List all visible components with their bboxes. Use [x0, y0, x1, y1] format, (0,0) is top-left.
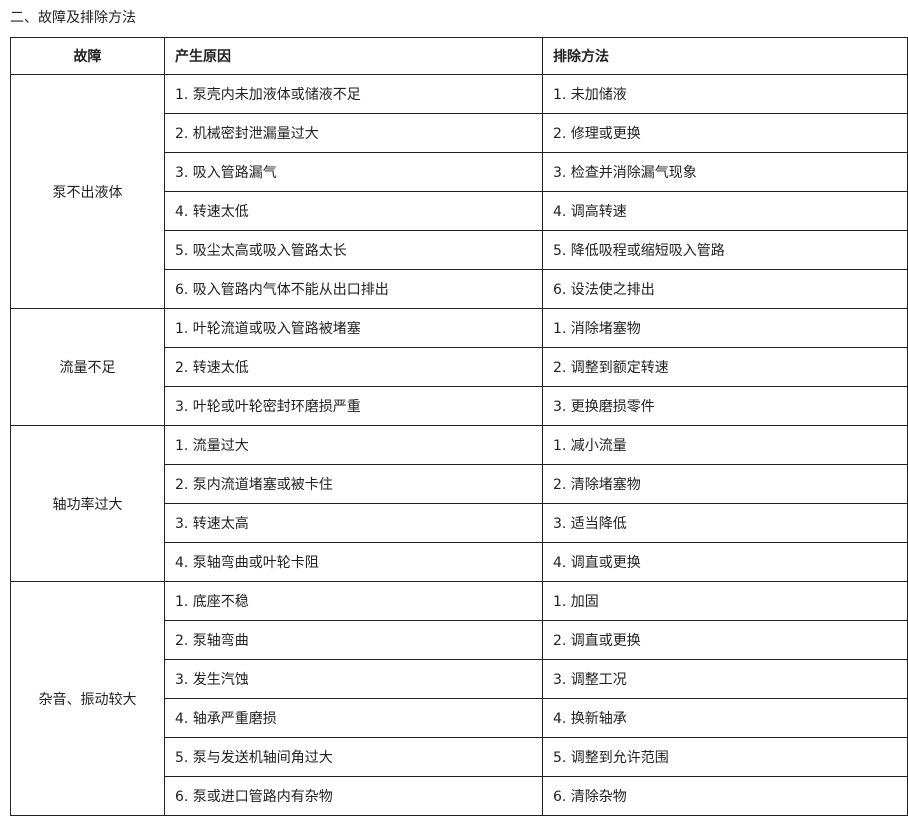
remedy-cell: 1. 加固 — [542, 581, 908, 621]
fault-cell: 流量不足 — [10, 308, 165, 426]
table-row: 3. 转速太高 3. 适当降低 — [11, 503, 908, 543]
table-row: 轴功率过大 1. 流量过大 1. 减小流量 — [10, 425, 908, 582]
cause-cell: 5. 泵与发送机轴间角过大 — [164, 737, 543, 777]
remedy-cell: 1. 减小流量 — [542, 425, 908, 465]
table-row: 3. 叶轮或叶轮密封环磨损严重 3. 更换磨损零件 — [11, 386, 908, 426]
table-row: 2. 机械密封泄漏量过大 2. 修理或更换 — [11, 113, 908, 153]
table-row: 流量不足 1. 叶轮流道或吸入管路被堵塞 1. 消除堵塞物 — [10, 308, 908, 426]
header-remedy: 排除方法 — [542, 37, 908, 75]
cause-cell: 6. 吸入管路内气体不能从出口排出 — [164, 269, 543, 309]
cause-cell: 2. 泵内流道堵塞或被卡住 — [164, 464, 543, 504]
table-row: 4. 转速太低 4. 调高转速 — [11, 191, 908, 231]
troubleshooting-table: 故障 产生原因 排除方法 泵不出液体 1. 泵壳内未加液体或储液不足 1. 未加储液… — [10, 37, 908, 816]
cause-cell: 3. 吸入管路漏气 — [164, 152, 543, 192]
cause-cell: 4. 泵轴弯曲或叶轮卡阻 — [164, 542, 543, 582]
cause-cell: 1. 叶轮流道或吸入管路被堵塞 — [164, 308, 543, 348]
table-row: 6. 泵或进口管路内有杂物 6. 清除杂物 — [11, 776, 908, 816]
header-row: 故障 产生原因 排除方法 — [10, 37, 908, 75]
table-row: 2. 泵轴弯曲 2. 调直或更换 — [11, 620, 908, 660]
cause-cell: 4. 转速太低 — [164, 191, 543, 231]
remedy-cell: 1. 未加储液 — [542, 74, 908, 114]
cause-cell: 3. 发生汽蚀 — [164, 659, 543, 699]
remedy-cell: 2. 调直或更换 — [542, 620, 908, 660]
remedy-cell: 2. 调整到额定转速 — [542, 347, 908, 387]
remedy-cell: 4. 调高转速 — [542, 191, 908, 231]
remedy-cell: 4. 调直或更换 — [542, 542, 908, 582]
table-row: 6. 吸入管路内气体不能从出口排出 6. 设法使之排出 — [11, 269, 908, 309]
header-cause: 产生原因 — [164, 37, 543, 75]
cause-cell: 4. 轴承严重磨损 — [164, 698, 543, 738]
header-fault: 故障 — [10, 37, 165, 75]
table-row: 4. 泵轴弯曲或叶轮卡阻 4. 调直或更换 — [11, 542, 908, 582]
cause-cell: 2. 泵轴弯曲 — [164, 620, 543, 660]
table-row: 杂音、振动较大 1. 底座不稳 1. 加固 — [10, 581, 908, 816]
cause-cell: 3. 叶轮或叶轮密封环磨损严重 — [164, 386, 543, 426]
fault-cell: 杂音、振动较大 — [10, 581, 165, 816]
cause-cell: 2. 转速太低 — [164, 347, 543, 387]
cause-cell: 1. 泵壳内未加液体或储液不足 — [164, 74, 543, 114]
remedy-cell: 6. 清除杂物 — [542, 776, 908, 816]
table-row: 泵不出液体 1. 泵壳内未加液体或储液不足 1. 未加储液 — [10, 74, 908, 309]
remedy-cell: 6. 设法使之排出 — [542, 269, 908, 309]
cause-cell: 6. 泵或进口管路内有杂物 — [164, 776, 543, 816]
remedy-cell: 1. 消除堵塞物 — [542, 308, 908, 348]
remedy-cell: 3. 更换磨损零件 — [542, 386, 908, 426]
remedy-cell: 2. 清除堵塞物 — [542, 464, 908, 504]
remedy-cell: 3. 调整工况 — [542, 659, 908, 699]
cause-cell: 5. 吸尘太高或吸入管路太长 — [164, 230, 543, 270]
cause-cell: 1. 底座不稳 — [164, 581, 543, 621]
cause-cell: 3. 转速太高 — [164, 503, 543, 543]
cause-cell: 2. 机械密封泄漏量过大 — [164, 113, 543, 153]
table-row: 3. 吸入管路漏气 3. 检查并消除漏气现象 — [11, 152, 908, 192]
table-row: 2. 转速太低 2. 调整到额定转速 — [11, 347, 908, 387]
table-row: 5. 泵与发送机轴间角过大 5. 调整到允许范围 — [11, 737, 908, 777]
remedy-cell: 2. 修理或更换 — [542, 113, 908, 153]
remedy-cell: 3. 检查并消除漏气现象 — [542, 152, 908, 192]
remedy-cell: 4. 换新轴承 — [542, 698, 908, 738]
remedy-cell: 5. 降低吸程或缩短吸入管路 — [542, 230, 908, 270]
fault-cell: 泵不出液体 — [10, 74, 165, 309]
table-row: 2. 泵内流道堵塞或被卡住 2. 清除堵塞物 — [11, 464, 908, 504]
table-row: 3. 发生汽蚀 3. 调整工况 — [11, 659, 908, 699]
remedy-cell: 5. 调整到允许范围 — [542, 737, 908, 777]
cause-cell: 1. 流量过大 — [164, 425, 543, 465]
table-row: 5. 吸尘太高或吸入管路太长 5. 降低吸程或缩短吸入管路 — [11, 230, 908, 270]
remedy-cell: 3. 适当降低 — [542, 503, 908, 543]
fault-cell: 轴功率过大 — [10, 425, 165, 582]
section-title: 二、故障及排除方法 — [10, 10, 136, 26]
table-row: 4. 轴承严重磨损 4. 换新轴承 — [11, 698, 908, 738]
